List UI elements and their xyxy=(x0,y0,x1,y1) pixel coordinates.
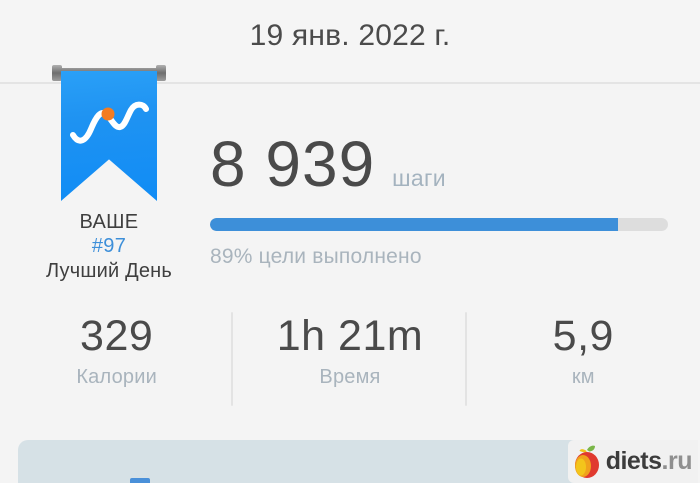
steps-value: 8 939 xyxy=(210,128,376,200)
stat-distance-value: 5,9 xyxy=(552,312,614,360)
steps-unit-label: шаги xyxy=(392,165,446,191)
stat-divider-1 xyxy=(231,312,234,406)
badge-subtitle: Лучший День xyxy=(45,260,173,282)
stat-distance: 5,9 км xyxy=(467,308,700,390)
stat-divider-2 xyxy=(464,312,467,406)
badge-title: ВАШЕ xyxy=(79,211,139,233)
apple-logo-icon xyxy=(574,445,599,478)
stats-row: 329 Калории 1h 21m Время 5,9 км xyxy=(0,308,700,408)
activity-wave-icon xyxy=(70,101,149,144)
ribbon-badge-icon xyxy=(14,63,204,208)
watermark-name: diets xyxy=(605,447,662,475)
watermark-tld: .ru xyxy=(661,447,693,475)
watermark-text: diets.ru xyxy=(605,447,693,476)
bottom-card-chart-bar xyxy=(130,478,150,483)
ribbon-rod-cap-left xyxy=(52,65,62,81)
goal-progress-bar xyxy=(210,218,668,231)
page-title: 19 янв. 2022 г. xyxy=(249,18,451,52)
goal-progress-label: 89% цели выполнено xyxy=(210,245,422,268)
stat-time-value: 1h 21m xyxy=(276,312,424,360)
stat-time-label: Время xyxy=(319,366,381,388)
steps-row: 8 939 шаги xyxy=(210,130,680,198)
header-divider xyxy=(0,82,700,84)
best-day-badge[interactable]: ВАШЕ #97 Лучший День xyxy=(14,63,204,284)
goal-progress-fill xyxy=(210,218,618,231)
stat-calories-value: 329 xyxy=(80,312,154,360)
stat-calories: 329 Калории xyxy=(0,308,234,406)
stat-distance-label: км xyxy=(571,366,595,388)
steps-panel: 8 939 шаги 89% цели выполнено xyxy=(210,130,680,269)
badge-rank: #97 xyxy=(91,235,127,257)
watermark: diets.ru xyxy=(567,440,698,483)
ribbon-rod-cap-right xyxy=(156,65,166,81)
stat-time: 1h 21m Время xyxy=(233,308,467,406)
stat-calories-label: Калории xyxy=(76,366,157,388)
